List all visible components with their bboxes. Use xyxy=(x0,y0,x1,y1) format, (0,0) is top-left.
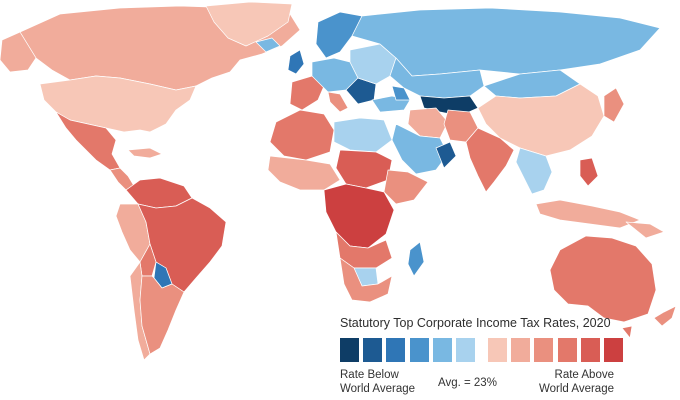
legend-below-label-line1: Rate Below xyxy=(340,369,399,381)
region-indonesia[interactable] xyxy=(535,199,641,229)
legend-above-label-line2: World Average xyxy=(538,383,614,395)
legend-above-label: Rate Above World Average xyxy=(530,368,614,396)
legend-swatch xyxy=(534,338,554,362)
region-horn-of-africa[interactable] xyxy=(383,169,429,205)
region-southeast-asia[interactable] xyxy=(515,147,553,195)
legend-swatch xyxy=(363,338,383,362)
legend-swatches xyxy=(340,338,627,362)
region-italy[interactable] xyxy=(327,91,349,113)
legend-below-label-line2: World Average xyxy=(340,383,416,395)
region-west-africa[interactable] xyxy=(267,155,341,191)
region-philippines[interactable] xyxy=(579,157,599,187)
region-korea-japan[interactable] xyxy=(603,87,625,123)
legend-swatch xyxy=(580,338,600,362)
region-caribbean[interactable] xyxy=(127,147,163,159)
region-north-africa-west[interactable] xyxy=(269,109,335,161)
legend-swatch xyxy=(557,338,577,362)
region-india[interactable] xyxy=(465,127,515,193)
legend-swatch xyxy=(386,338,406,362)
legend-swatch xyxy=(511,338,531,362)
legend-title: Statutory Top Corporate Income Tax Rates… xyxy=(340,316,611,330)
region-alaska[interactable] xyxy=(0,31,37,73)
region-china[interactable] xyxy=(477,83,605,157)
legend-swatch xyxy=(340,338,359,362)
region-saudi-arabia[interactable] xyxy=(391,123,449,175)
region-balkans[interactable] xyxy=(345,77,377,105)
region-australia[interactable] xyxy=(549,235,657,323)
region-iceland[interactable] xyxy=(255,37,281,53)
legend-swatch xyxy=(487,338,507,362)
region-sudan-chad[interactable] xyxy=(335,149,393,189)
region-tasmania[interactable] xyxy=(621,325,633,339)
region-greenland[interactable] xyxy=(205,1,293,47)
legend-swatch xyxy=(409,338,429,362)
region-argentina[interactable] xyxy=(139,275,185,355)
region-south-africa[interactable] xyxy=(339,257,393,303)
legend-swatch xyxy=(455,338,475,362)
region-central-africa[interactable] xyxy=(323,183,395,249)
legend-above-label-line1: Rate Above xyxy=(554,369,614,381)
legend-swatch xyxy=(603,338,623,362)
region-uk-ireland[interactable] xyxy=(287,49,305,75)
region-caucasus[interactable] xyxy=(391,85,411,101)
region-papua-new-guinea[interactable] xyxy=(625,221,665,239)
legend-below-label: Rate Below World Average xyxy=(340,368,415,396)
region-uae-oman[interactable] xyxy=(435,141,457,169)
map-legend: Statutory Top Corporate Income Tax Rates… xyxy=(326,310,676,398)
region-madagascar[interactable] xyxy=(407,241,425,277)
legend-swatch xyxy=(432,338,452,362)
region-libya-egypt[interactable] xyxy=(333,117,393,153)
region-scandinavia[interactable] xyxy=(315,11,363,59)
region-new-zealand[interactable] xyxy=(653,305,677,327)
legend-average-label: Avg. = 23% xyxy=(438,377,497,389)
